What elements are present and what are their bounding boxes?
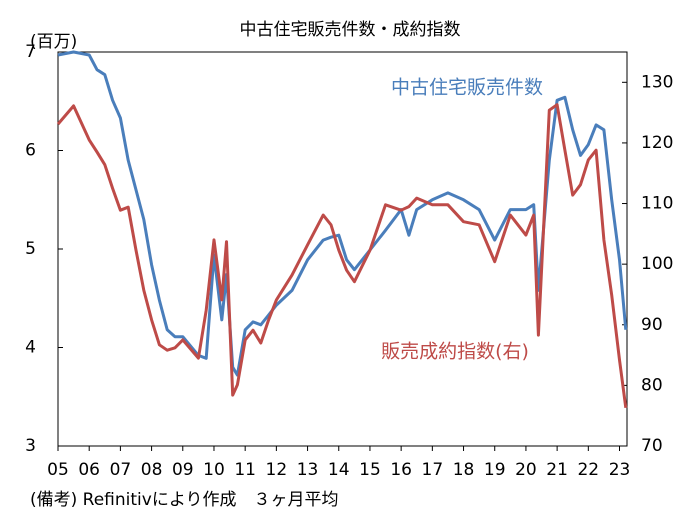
x-tick-label: 08 (141, 460, 163, 480)
x-tick-label: 11 (234, 460, 256, 480)
y2-tick-label: 90 (641, 315, 663, 335)
x-tick-label: 15 (359, 460, 381, 480)
x-tick-label: 12 (266, 460, 288, 480)
x-tick-label: 17 (422, 460, 444, 480)
series-label: 中古住宅販売件数 (391, 77, 543, 99)
x-tick-label: 10 (203, 460, 225, 480)
x-tick-label: 22 (577, 460, 599, 480)
series-line (57, 50, 628, 377)
x-tick-label: 05 (47, 460, 69, 480)
chart-title: 中古住宅販売件数・成約指数 (240, 20, 461, 40)
y2-tick-label: 110 (641, 194, 673, 214)
x-tick-label: 23 (609, 460, 631, 480)
y-tick-label: 7 (25, 42, 36, 62)
y-unit-label: (百万) (30, 32, 77, 52)
x-tick-label: 06 (78, 460, 100, 480)
x-tick-label: 07 (110, 460, 132, 480)
y2-tick-label: 100 (641, 254, 673, 274)
series-line (56, 103, 628, 408)
x-tick-label: 16 (390, 460, 412, 480)
series-label: 販売成約指数(右) (381, 341, 529, 363)
x-tick-label: 09 (172, 460, 194, 480)
y2-tick-label: 80 (641, 375, 663, 395)
y2-tick-label: 120 (641, 133, 673, 153)
note: (備考) Refinitivにより作成 ３ヶ月平均 (30, 490, 339, 510)
x-tick-label: 19 (484, 460, 506, 480)
y-tick-label: 4 (25, 338, 36, 358)
x-tick-label: 13 (297, 460, 319, 480)
x-tick-label: 21 (546, 460, 568, 480)
y-tick-label: 3 (25, 436, 36, 456)
y-tick-label: 5 (25, 239, 36, 259)
x-tick-label: 14 (328, 460, 350, 480)
y2-tick-label: 70 (641, 436, 663, 456)
y-tick-label: 6 (25, 141, 36, 161)
y2-tick-label: 130 (641, 72, 673, 92)
x-tick-label: 18 (453, 460, 475, 480)
x-tick-label: 20 (515, 460, 537, 480)
